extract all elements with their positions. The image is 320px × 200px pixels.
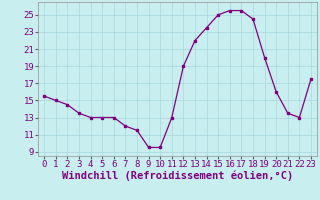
X-axis label: Windchill (Refroidissement éolien,°C): Windchill (Refroidissement éolien,°C)	[62, 171, 293, 181]
